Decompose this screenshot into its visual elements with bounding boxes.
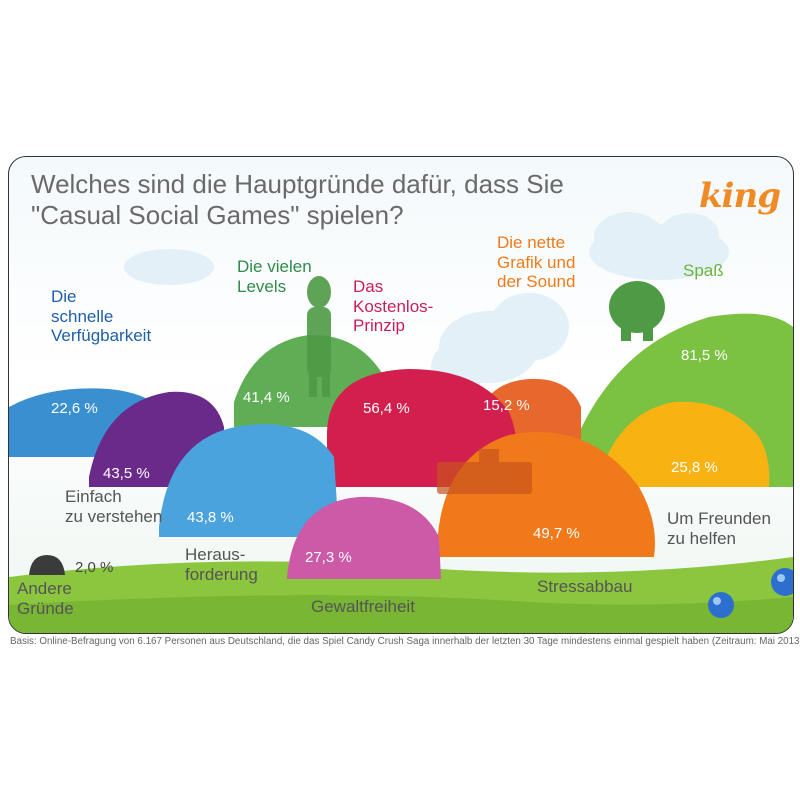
category-label: Gewaltfreiheit	[311, 597, 415, 616]
train-silhouette	[437, 449, 532, 494]
hill-andere	[29, 555, 65, 575]
candy-ball	[771, 568, 793, 596]
value-label: 2,0 %	[75, 559, 114, 576]
category-label: Einfach zu verstehen	[65, 487, 163, 526]
value-label: 43,5 %	[103, 465, 150, 482]
hill-herausforderung	[159, 424, 339, 537]
cloud-decoration	[124, 212, 729, 393]
value-label: 49,7 %	[533, 525, 580, 542]
grass-front	[9, 595, 793, 633]
category-label: Die nette Grafik und der Sound	[497, 233, 576, 292]
category-label: Um Freunden zu helfen	[667, 509, 771, 548]
hill-gewaltfreiheit	[287, 496, 441, 579]
candy-hills	[9, 313, 793, 579]
category-label: Stressabbau	[537, 577, 633, 596]
value-label: 15,2 %	[483, 397, 530, 414]
value-label: 56,4 %	[363, 400, 410, 417]
value-label: 25,8 %	[671, 459, 718, 476]
category-label: Heraus- forderung	[185, 545, 258, 584]
candy-ball-highlight	[713, 597, 721, 605]
candy-ball	[708, 592, 734, 618]
category-label: Die vielen Levels	[237, 257, 312, 296]
candy-ball-highlight	[777, 574, 785, 582]
category-label: Die schnelle Verfügbarkeit	[51, 287, 152, 346]
value-label: 43,8 %	[187, 509, 234, 526]
tall-character-silhouette	[307, 276, 331, 397]
infographic-card: Welches sind die Hauptgründe dafür, dass…	[8, 156, 794, 634]
value-label: 41,4 %	[243, 389, 290, 406]
chart-title: Welches sind die Hauptgründe dafür, dass…	[31, 169, 564, 231]
scene-background	[9, 212, 793, 633]
footnote: Basis: Online-Befragung von 6.167 Person…	[10, 636, 800, 647]
value-label: 22,6 %	[51, 400, 98, 417]
hill-kostenlos	[327, 369, 517, 487]
monster-character-silhouette	[609, 281, 665, 341]
hill-freunden	[599, 401, 770, 487]
king-logo: king	[699, 176, 781, 216]
value-label: 81,5 %	[681, 347, 728, 364]
category-label: Spaß	[683, 261, 724, 280]
category-label: Das Kostenlos- Prinzip	[353, 277, 434, 336]
value-label: 27,3 %	[305, 549, 352, 566]
category-label: Andere Gründe	[17, 579, 74, 618]
